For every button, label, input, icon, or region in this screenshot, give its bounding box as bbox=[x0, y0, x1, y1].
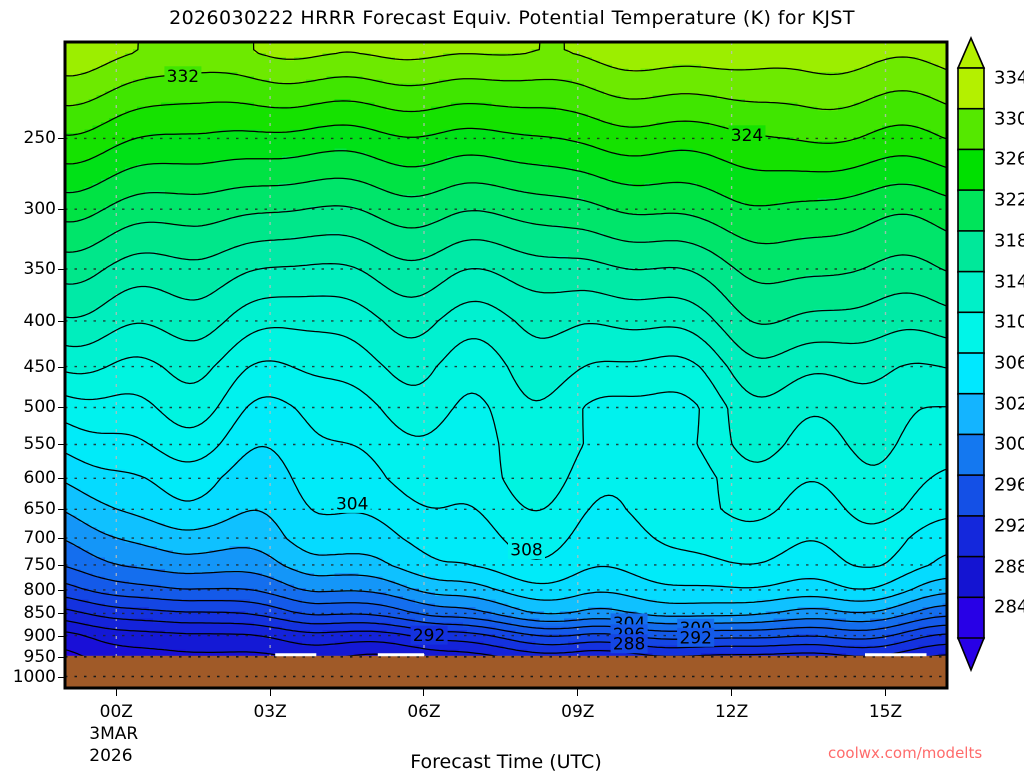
y-axis-tick-label: 900 bbox=[24, 626, 56, 646]
y-axis-tick-label: 1000 bbox=[13, 667, 56, 687]
x-axis-title: Forecast Time (UTC) bbox=[410, 751, 601, 773]
y-axis-tick-mark bbox=[58, 565, 64, 566]
colorbar-tick-label: 302 bbox=[994, 393, 1024, 414]
colorbar-upper-arrow bbox=[958, 38, 984, 68]
y-axis-tick-label: 600 bbox=[24, 468, 56, 488]
x-axis-tick-label: 12Z bbox=[715, 702, 748, 722]
contour-label: 288 bbox=[613, 635, 645, 655]
y-axis-tick-mark bbox=[58, 613, 64, 614]
x-axis-tick-mark bbox=[270, 689, 271, 696]
y-axis-tick-label: 850 bbox=[24, 603, 56, 623]
y-axis-tick-label: 800 bbox=[24, 580, 56, 600]
contour-label: 292 bbox=[413, 626, 445, 646]
colorbar-tick-label: 334 bbox=[994, 68, 1024, 89]
y-axis-tick-label: 550 bbox=[24, 434, 56, 454]
x-axis-tick-mark bbox=[731, 689, 732, 696]
x-axis-tick-label: 03Z bbox=[253, 702, 286, 722]
colorbar-band bbox=[958, 312, 984, 353]
colorbar-tick-label: 306 bbox=[994, 353, 1024, 374]
y-axis-tick-mark bbox=[58, 209, 64, 210]
y-axis-tick-label: 650 bbox=[24, 499, 56, 519]
y-axis-tick-mark bbox=[58, 444, 64, 445]
colorbar-tick-label: 310 bbox=[994, 312, 1024, 333]
y-axis-tick-label: 500 bbox=[24, 397, 56, 417]
chart-page: 2026030222 HRRR Forecast Equiv. Potentia… bbox=[0, 0, 1024, 768]
x-axis-tick-mark bbox=[423, 689, 424, 696]
y-axis-tick-label: 950 bbox=[24, 647, 56, 667]
colorbar-band bbox=[958, 190, 984, 231]
y-axis-tick-mark bbox=[58, 138, 64, 139]
y-axis-tick-mark bbox=[58, 407, 64, 408]
x-axis-tick-label: 09Z bbox=[561, 702, 594, 722]
y-axis-tick-mark bbox=[58, 538, 64, 539]
x-axis-tick-mark bbox=[116, 689, 117, 696]
y-axis-tick-mark bbox=[58, 590, 64, 591]
contour-label: 292 bbox=[679, 628, 711, 648]
y-axis-tick-label: 750 bbox=[24, 555, 56, 575]
y-axis-tick-mark bbox=[58, 657, 64, 658]
y-axis-tick-mark bbox=[58, 509, 64, 510]
colorbar-band bbox=[958, 68, 984, 109]
colorbar-tick-label: 318 bbox=[994, 230, 1024, 251]
colorbar-tick-label: 322 bbox=[994, 190, 1024, 211]
colorbar-tick-label: 284 bbox=[994, 597, 1024, 618]
colorbar-tick-label: 292 bbox=[994, 515, 1024, 536]
y-axis-tick-mark bbox=[58, 478, 64, 479]
y-axis-tick-mark bbox=[58, 636, 64, 637]
y-axis-tick-label: 250 bbox=[24, 128, 56, 148]
colorbar-tick-label: 314 bbox=[994, 271, 1024, 292]
colorbar-band bbox=[958, 597, 984, 638]
x-axis-tick-mark bbox=[885, 689, 886, 696]
colorbar-tick-label: 326 bbox=[994, 149, 1024, 170]
colorbar-band bbox=[958, 353, 984, 394]
y-axis-tick-label: 400 bbox=[24, 311, 56, 331]
x-axis-tick-mark bbox=[577, 689, 578, 696]
x-axis-tick-label: 15Z bbox=[869, 702, 902, 722]
y-axis-tick-mark bbox=[58, 367, 64, 368]
colorbar-band bbox=[958, 516, 984, 557]
colorbar-tick-label: 300 bbox=[994, 434, 1024, 455]
colorbar-band bbox=[958, 109, 984, 150]
y-axis-tick-label: 700 bbox=[24, 528, 56, 548]
y-axis-tick-label: 300 bbox=[24, 199, 56, 219]
x-axis-date-line-1: 3MAR bbox=[89, 724, 138, 744]
colorbar-lower-arrow bbox=[958, 638, 984, 670]
contour-label: 324 bbox=[731, 126, 763, 146]
y-axis-tick-label: 350 bbox=[24, 259, 56, 279]
y-axis-tick-mark bbox=[58, 677, 64, 678]
x-axis-tick-label: 00Z bbox=[100, 702, 133, 722]
watermark: coolwx.com/modelts bbox=[828, 744, 982, 762]
x-axis-tick-label: 06Z bbox=[407, 702, 440, 722]
colorbar-band bbox=[958, 434, 984, 475]
contour-label: 332 bbox=[167, 67, 199, 87]
colorbar bbox=[958, 38, 984, 670]
colorbar-tick-label: 330 bbox=[994, 108, 1024, 129]
y-axis-tick-label: 450 bbox=[24, 357, 56, 377]
y-axis-tick-mark bbox=[58, 269, 64, 270]
contour-label: 308 bbox=[510, 541, 542, 561]
contour-label: 304 bbox=[336, 494, 368, 514]
colorbar-band bbox=[958, 149, 984, 190]
y-axis-tick-mark bbox=[58, 321, 64, 322]
colorbar-band bbox=[958, 231, 984, 272]
colorbar-band bbox=[958, 272, 984, 313]
colorbar-band bbox=[958, 394, 984, 435]
terrain-band bbox=[65, 655, 947, 688]
plot-canvas: 332324304308292304296288300292 bbox=[0, 0, 1024, 768]
colorbar-band bbox=[958, 475, 984, 516]
colorbar-band bbox=[958, 557, 984, 598]
colorbar-tick-label: 288 bbox=[994, 556, 1024, 577]
x-axis-date-line-2: 2026 bbox=[89, 746, 132, 766]
colorbar-tick-label: 296 bbox=[994, 475, 1024, 496]
